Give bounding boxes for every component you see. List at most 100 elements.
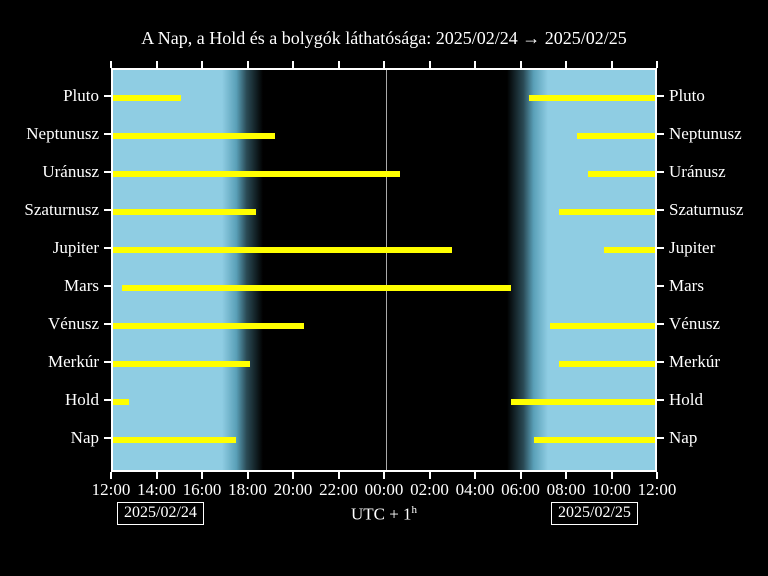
y-tick [657, 133, 664, 135]
y-label-right-pluto: Pluto [669, 86, 705, 106]
y-tick [657, 209, 664, 211]
y-tick [104, 285, 111, 287]
x-tick-top [201, 61, 203, 68]
x-tick-top [429, 61, 431, 68]
x-tick [156, 472, 158, 479]
visibility-bar-szaturnusz-1 [559, 209, 657, 215]
y-label-right-hold: Hold [669, 390, 703, 410]
y-tick [104, 399, 111, 401]
y-label-right-nap: Nap [669, 428, 697, 448]
y-label-right-jupiter: Jupiter [669, 238, 715, 258]
visibility-bar-hold-1 [511, 399, 657, 405]
visibility-bar-neptunusz-0 [113, 133, 275, 139]
x-label-1200: 12:00 [92, 480, 131, 500]
chart-title: A Nap, a Hold és a bolygók láthatósága: … [0, 28, 768, 49]
visibility-bar-merkur-0 [113, 361, 250, 367]
x-label-1200: 12:00 [638, 480, 677, 500]
x-tick-top [338, 61, 340, 68]
y-tick [657, 95, 664, 97]
y-tick [104, 209, 111, 211]
y-label-left-szaturnusz: Szaturnusz [0, 200, 99, 220]
y-label-right-uranusz: Uránusz [669, 162, 726, 182]
visibility-bar-pluto-1 [529, 95, 657, 101]
x-tick-top [247, 61, 249, 68]
x-tick-top [474, 61, 476, 68]
visibility-bar-uranusz-1 [588, 171, 657, 177]
y-tick [657, 399, 664, 401]
x-tick [292, 472, 294, 479]
y-tick [657, 171, 664, 173]
y-tick [104, 361, 111, 363]
x-label-1400: 14:00 [137, 480, 176, 500]
visibility-bar-pluto-0 [113, 95, 181, 101]
x-tick-top [656, 61, 658, 68]
y-tick [657, 247, 664, 249]
x-label-0200: 02:00 [410, 480, 449, 500]
visibility-bar-neptunusz-1 [577, 133, 657, 139]
y-label-right-venusz: Vénusz [669, 314, 720, 334]
visibility-bar-hold-0 [113, 399, 129, 405]
date-box-left: 2025/02/24 [117, 502, 204, 525]
bg-dawn [507, 70, 548, 470]
visibility-bar-jupiter-0 [113, 247, 452, 253]
visibility-bar-jupiter-1 [604, 247, 657, 253]
y-label-left-pluto: Pluto [0, 86, 99, 106]
y-label-right-merkur: Merkúr [669, 352, 720, 372]
y-label-right-szaturnusz: Szaturnusz [669, 200, 744, 220]
x-label-0400: 04:00 [456, 480, 495, 500]
x-tick-top [383, 61, 385, 68]
y-tick [104, 437, 111, 439]
x-label-0600: 06:00 [501, 480, 540, 500]
x-label-0000: 00:00 [365, 480, 404, 500]
date-box-right: 2025/02/25 [551, 502, 638, 525]
bg-night [263, 70, 506, 470]
y-tick [104, 171, 111, 173]
y-label-left-venusz: Vénusz [0, 314, 99, 334]
y-tick [104, 323, 111, 325]
plot-area [111, 68, 657, 472]
y-tick [657, 285, 664, 287]
y-tick [104, 133, 111, 135]
x-label-2200: 22:00 [319, 480, 358, 500]
y-label-right-mars: Mars [669, 276, 704, 296]
x-tick-top [156, 61, 158, 68]
y-tick [657, 323, 664, 325]
x-tick [201, 472, 203, 479]
x-tick [383, 472, 385, 479]
x-label-0800: 08:00 [547, 480, 586, 500]
x-tick [520, 472, 522, 479]
x-tick [474, 472, 476, 479]
x-tick [338, 472, 340, 479]
y-label-left-mars: Mars [0, 276, 99, 296]
midnight-line [386, 70, 387, 470]
y-label-left-neptunusz: Neptunusz [0, 124, 99, 144]
visibility-bar-szaturnusz-0 [113, 209, 256, 215]
y-tick [104, 95, 111, 97]
x-tick [110, 472, 112, 479]
visibility-bar-nap-0 [113, 437, 236, 443]
x-label-2000: 20:00 [274, 480, 313, 500]
x-tick-top [292, 61, 294, 68]
x-label-1800: 18:00 [228, 480, 267, 500]
x-tick [611, 472, 613, 479]
y-tick [104, 247, 111, 249]
visibility-bar-venusz-0 [113, 323, 304, 329]
y-label-left-nap: Nap [0, 428, 99, 448]
y-label-left-hold: Hold [0, 390, 99, 410]
y-label-right-neptunusz: Neptunusz [669, 124, 742, 144]
visibility-bar-mars-0 [122, 285, 511, 291]
y-tick [657, 437, 664, 439]
y-label-left-jupiter: Jupiter [0, 238, 99, 258]
bg-day-left [113, 70, 222, 470]
x-tick-top [565, 61, 567, 68]
y-tick [657, 361, 664, 363]
x-tick [247, 472, 249, 479]
x-tick [656, 472, 658, 479]
y-label-left-merkur: Merkúr [0, 352, 99, 372]
x-label-1000: 10:00 [592, 480, 631, 500]
x-tick [565, 472, 567, 479]
visibility-bar-uranusz-0 [113, 171, 400, 177]
visibility-bar-merkur-1 [559, 361, 657, 367]
x-tick-top [110, 61, 112, 68]
x-tick-top [520, 61, 522, 68]
